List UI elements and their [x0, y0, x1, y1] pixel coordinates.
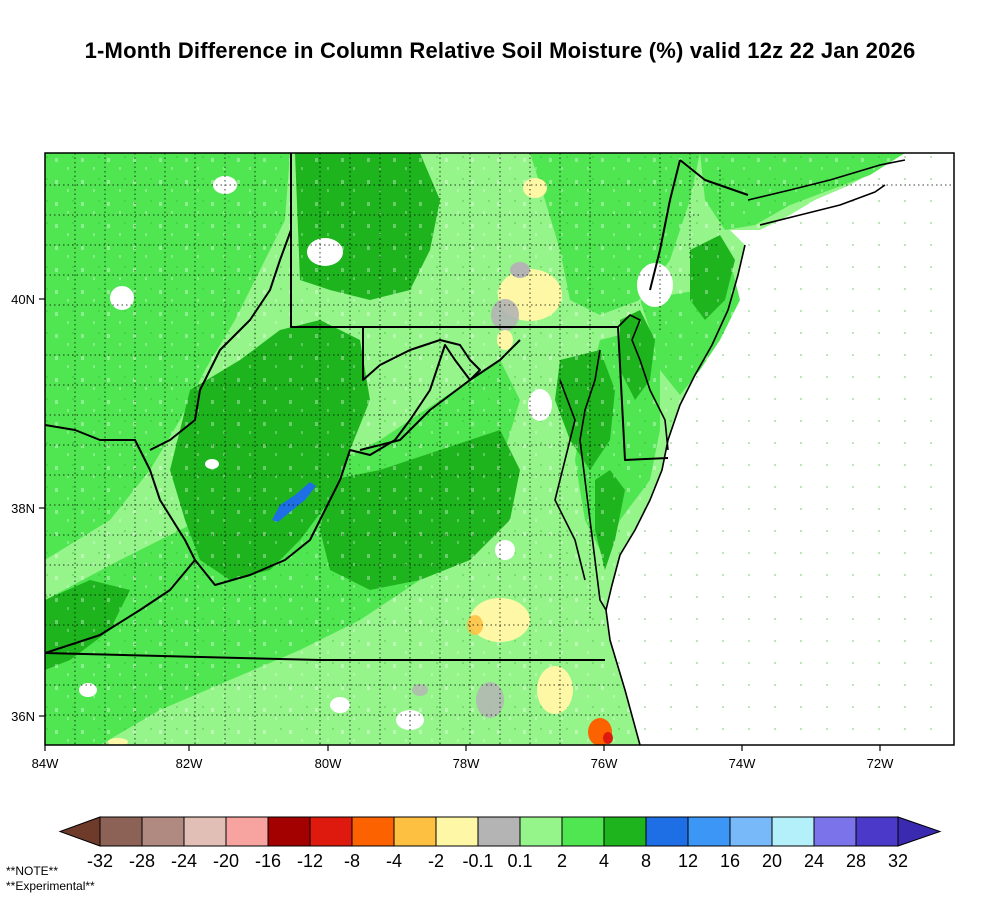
x-tick-label: 80W [315, 756, 342, 771]
colorbar-label: 2 [557, 851, 567, 871]
colorbar-box [267, 816, 311, 847]
colorbar-box [183, 816, 227, 847]
colorbar-box [393, 816, 437, 847]
colorbar-box [435, 816, 479, 847]
colorbar-label: -2 [428, 851, 444, 871]
colorbar-box [519, 816, 563, 847]
colorbar-box [729, 816, 773, 847]
x-tick-label: 72W [867, 756, 894, 771]
colorbar: -32 -28 -24 -20 -16 -12 -8 -4 -2 -0.1 0.1 2 4 8 12 16 20… [58, 816, 942, 871]
colorbar-box [771, 816, 815, 847]
colorbar-label: -28 [129, 851, 155, 871]
colorbar-box [477, 816, 521, 847]
y-tick-label: 40N [11, 292, 35, 307]
colorbar-label: -4 [386, 851, 402, 871]
note-label: **NOTE** [6, 864, 59, 878]
colorbar-box [225, 816, 269, 847]
x-tick-label: 76W [591, 756, 618, 771]
drying-areas [108, 178, 613, 745]
colorbar-label: -12 [297, 851, 323, 871]
colorbar-label: 32 [888, 851, 908, 871]
y-tick-label: 36N [11, 709, 35, 724]
colorbar-label: 8 [641, 851, 651, 871]
x-tick-label: 74W [729, 756, 756, 771]
colorbar-box [603, 816, 647, 847]
state-boundaries [45, 153, 749, 661]
x-tick-label: 78W [453, 756, 480, 771]
colorbar-box [645, 816, 689, 847]
colorbar-box [561, 816, 605, 847]
colorbar-box [351, 816, 395, 847]
colorbar-label: 20 [762, 851, 782, 871]
x-tick-label: 84W [32, 756, 59, 771]
colorbar-label: 12 [678, 851, 698, 871]
colorbar-label: 0.1 [507, 851, 532, 871]
map-field [45, 153, 954, 745]
colorbar-label: 4 [599, 851, 609, 871]
county-boundaries [45, 153, 954, 745]
colorbar-label: -32 [87, 851, 113, 871]
wet-spot [272, 482, 316, 522]
colorbar-label: -8 [344, 851, 360, 871]
colorbar-max-arrow [897, 816, 942, 847]
colorbar-box [687, 816, 731, 847]
colorbar-label: 16 [720, 851, 740, 871]
coastlines [554, 159, 906, 745]
colorbar-box [855, 816, 899, 847]
y-tick-label: 38N [11, 501, 35, 516]
colorbar-label: -24 [171, 851, 197, 871]
colorbar-label: -0.1 [462, 851, 493, 871]
map-axes: 84W 82W 80W 78W 76W 74W 72W 40N 38N 36N [11, 292, 894, 771]
x-tick-label: 82W [176, 756, 203, 771]
colorbar-label: -20 [213, 851, 239, 871]
colorbar-min-arrow [58, 816, 101, 847]
colorbar-box [813, 816, 857, 847]
map-title: 1-Month Difference in Column Relative So… [84, 38, 916, 63]
colorbar-box [99, 816, 143, 847]
colorbar-label: -16 [255, 851, 281, 871]
colorbar-label: 24 [804, 851, 824, 871]
map-frame [44, 152, 955, 746]
colorbar-box [141, 816, 185, 847]
experimental-label: **Experimental** [6, 879, 95, 893]
colorbar-box [309, 816, 353, 847]
colorbar-label: 28 [846, 851, 866, 871]
